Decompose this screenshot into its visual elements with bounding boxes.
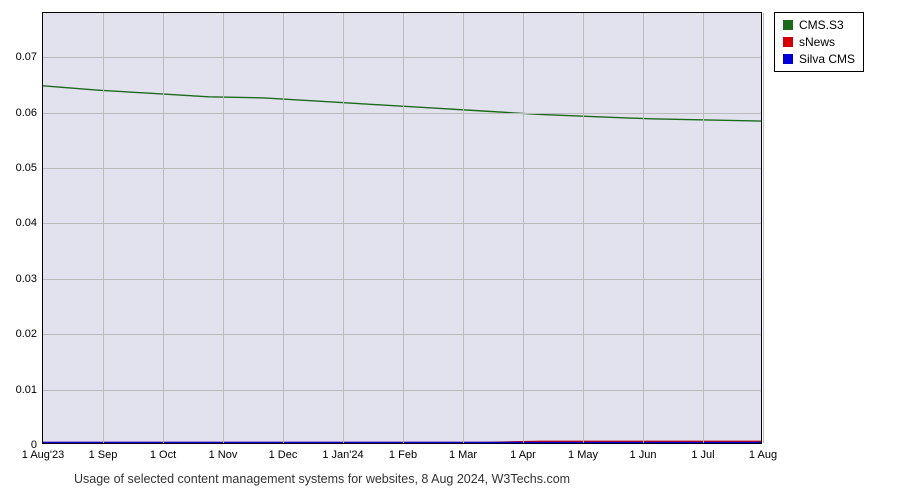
gridline-vertical <box>643 13 644 443</box>
x-axis-tick-label: 1 Feb <box>389 449 417 461</box>
x-axis-tick-label: 1 Mar <box>449 449 477 461</box>
x-axis-tick-label: 1 Dec <box>269 449 298 461</box>
gridline-vertical <box>763 13 764 443</box>
gridline-vertical <box>343 13 344 443</box>
legend-item: CMS.S3 <box>783 17 855 34</box>
x-axis-tick-label: 1 Aug'23 <box>22 449 64 461</box>
gridline-vertical <box>703 13 704 443</box>
x-axis-tick-label: 1 Aug <box>749 449 777 461</box>
gridline-vertical <box>103 13 104 443</box>
legend: CMS.S3sNewsSilva CMS <box>774 12 864 72</box>
x-axis-tick-label: 1 Jan'24 <box>322 449 363 461</box>
legend-label: CMS.S3 <box>799 17 844 34</box>
y-axis-tick-label: 0.02 <box>16 328 37 340</box>
chart-caption: Usage of selected content management sys… <box>74 472 570 486</box>
x-axis-tick-label: 1 Jun <box>630 449 657 461</box>
legend-item: Silva CMS <box>783 51 855 68</box>
legend-label: sNews <box>799 34 835 51</box>
plot-area: 00.010.020.030.040.050.060.071 Aug'231 S… <box>42 12 762 444</box>
x-axis-tick-label: 1 Nov <box>209 449 238 461</box>
legend-swatch-icon <box>783 20 793 30</box>
legend-label: Silva CMS <box>799 51 855 68</box>
y-axis-tick-label: 0.01 <box>16 384 37 396</box>
legend-item: sNews <box>783 34 855 51</box>
x-axis-tick-label: 1 Oct <box>150 449 176 461</box>
y-axis-tick-label: 0.03 <box>16 273 37 285</box>
gridline-vertical <box>403 13 404 443</box>
gridline-horizontal <box>43 113 761 114</box>
gridline-horizontal <box>43 279 761 280</box>
gridline-vertical <box>523 13 524 443</box>
y-axis-tick-label: 0.04 <box>16 217 37 229</box>
gridline-horizontal <box>43 390 761 391</box>
x-axis-tick-label: 1 Jul <box>691 449 714 461</box>
gridline-horizontal <box>43 57 761 58</box>
x-axis-tick-label: 1 May <box>568 449 598 461</box>
gridline-vertical <box>583 13 584 443</box>
legend-swatch-icon <box>783 37 793 47</box>
gridline-horizontal <box>43 223 761 224</box>
gridline-horizontal <box>43 334 761 335</box>
legend-swatch-icon <box>783 54 793 64</box>
chart-container: 00.010.020.030.040.050.060.071 Aug'231 S… <box>0 0 900 500</box>
y-axis-tick-label: 0.06 <box>16 107 37 119</box>
y-axis-tick-label: 0.05 <box>16 162 37 174</box>
x-axis-tick-label: 1 Sep <box>89 449 118 461</box>
series-layer <box>43 13 761 443</box>
series-line <box>43 86 761 121</box>
x-axis-tick-label: 1 Apr <box>510 449 536 461</box>
y-axis-tick-label: 0.07 <box>16 51 37 63</box>
gridline-vertical <box>163 13 164 443</box>
gridline-vertical <box>223 13 224 443</box>
gridline-vertical <box>463 13 464 443</box>
gridline-horizontal <box>43 168 761 169</box>
gridline-vertical <box>283 13 284 443</box>
